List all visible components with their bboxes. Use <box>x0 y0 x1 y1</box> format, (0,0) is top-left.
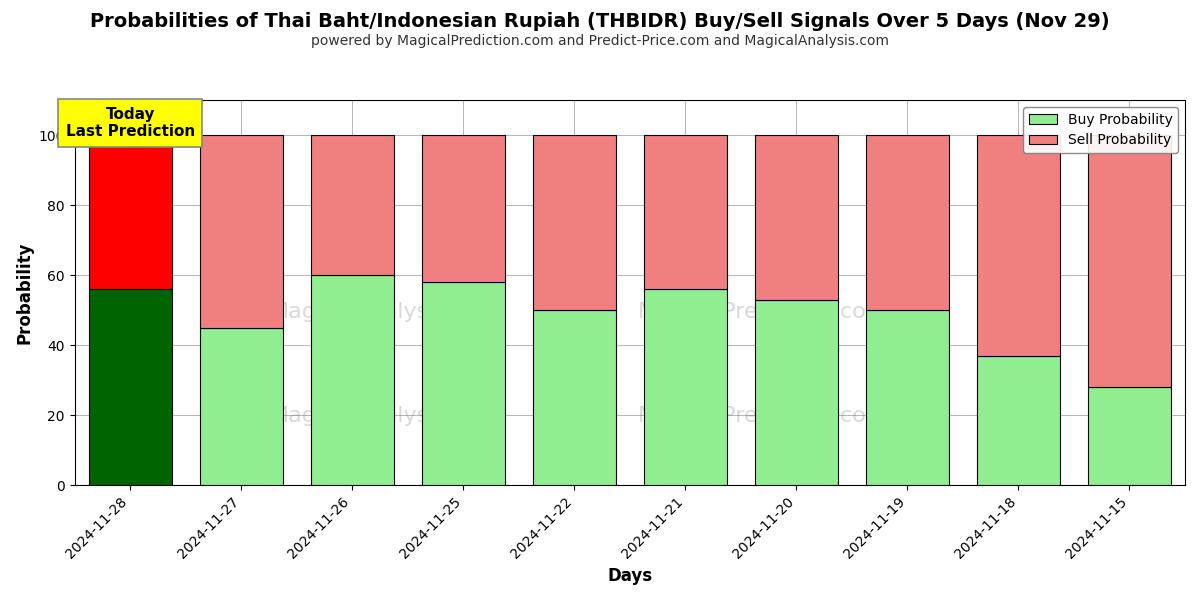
Text: MagicalPrediction.com: MagicalPrediction.com <box>638 302 888 322</box>
Bar <box>89 289 172 485</box>
Bar <box>89 135 172 289</box>
Bar <box>755 299 838 485</box>
Bar <box>199 328 283 485</box>
Bar <box>977 356 1060 485</box>
Bar <box>643 289 727 485</box>
Bar <box>865 135 949 310</box>
Bar <box>311 275 394 485</box>
X-axis label: Days: Days <box>607 567 653 585</box>
Text: MagicalPrediction.com: MagicalPrediction.com <box>638 406 888 426</box>
Bar <box>421 282 505 485</box>
Y-axis label: Probability: Probability <box>16 241 34 344</box>
Bar <box>311 135 394 275</box>
Legend: Buy Probability, Sell Probability: Buy Probability, Sell Probability <box>1024 107 1178 153</box>
Bar <box>421 135 505 282</box>
Bar <box>1088 387 1171 485</box>
Bar <box>533 310 616 485</box>
Text: MagicalAnalysis.com: MagicalAnalysis.com <box>270 302 502 322</box>
Text: Probabilities of Thai Baht/Indonesian Rupiah (THBIDR) Buy/Sell Signals Over 5 Da: Probabilities of Thai Baht/Indonesian Ru… <box>90 12 1110 31</box>
Bar <box>977 135 1060 356</box>
Bar <box>1088 135 1171 387</box>
Text: Today
Last Prediction: Today Last Prediction <box>66 107 194 139</box>
Bar <box>755 135 838 299</box>
Bar <box>199 135 283 328</box>
Text: powered by MagicalPrediction.com and Predict-Price.com and MagicalAnalysis.com: powered by MagicalPrediction.com and Pre… <box>311 34 889 48</box>
Text: MagicalAnalysis.com: MagicalAnalysis.com <box>270 406 502 426</box>
Bar <box>643 135 727 289</box>
Bar <box>865 310 949 485</box>
Bar <box>533 135 616 310</box>
